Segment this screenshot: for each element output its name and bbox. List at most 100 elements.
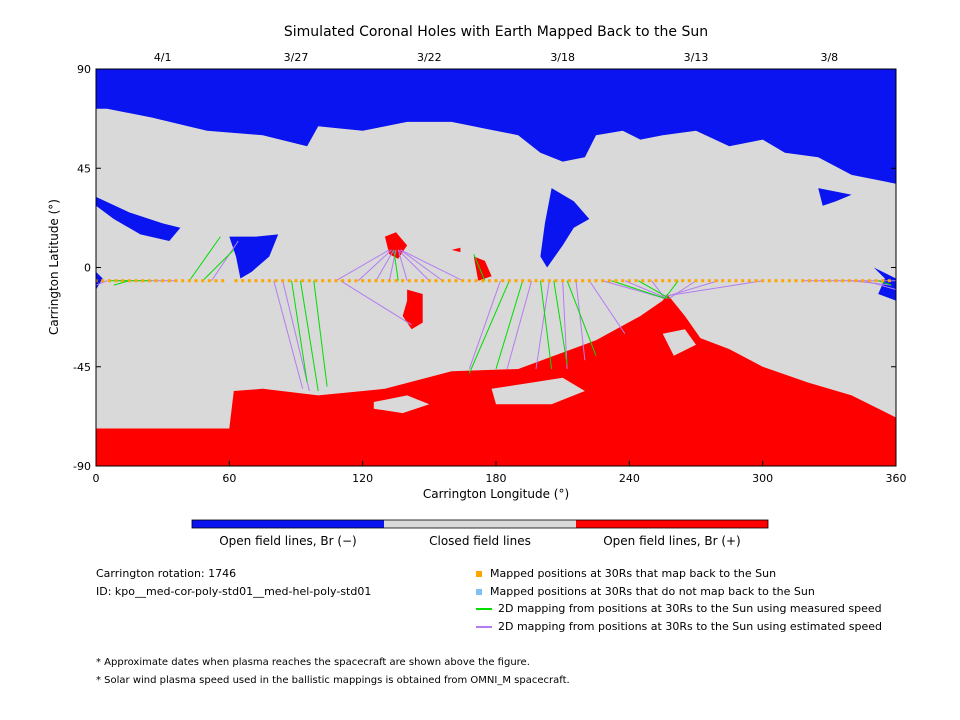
mapped-point-45 <box>401 279 405 283</box>
mapping-measured-15 <box>637 280 670 299</box>
mapped-point-30 <box>301 279 305 283</box>
mapped-point-24 <box>261 279 265 283</box>
mapping-measured-14 <box>611 280 666 299</box>
mapped-point-93 <box>721 279 725 283</box>
region-pos-blob-2 <box>402 289 423 330</box>
mapped-point-74 <box>594 279 598 283</box>
mapped-point-76 <box>607 279 611 283</box>
mapped-point-0 <box>96 279 98 283</box>
mapped-point-34 <box>327 279 331 283</box>
model-id: ID: kpo__med-cor-poly-std01__med-hel-pol… <box>96 585 372 598</box>
mapped-point-90 <box>701 279 705 283</box>
mapped-point-4 <box>121 279 125 283</box>
mapped-point-72 <box>581 279 585 283</box>
x-tick-label-3: 180 <box>486 472 507 485</box>
mapped-point-112 <box>847 279 851 283</box>
mapped-point-81 <box>641 279 645 283</box>
x-tick-label-0: 0 <box>93 472 100 485</box>
mapping-measured-13 <box>566 280 597 356</box>
mapped-point-43 <box>387 279 391 283</box>
colorbar-neg-label: Open field lines, Br (−) <box>219 534 357 548</box>
mapped-point-32 <box>314 279 318 283</box>
mapped-point-79 <box>627 279 631 283</box>
mapping-measured-3 <box>202 249 235 282</box>
mapping-estimated-12 <box>400 249 463 282</box>
footnote-dates: * Approximate dates when plasma reaches … <box>96 657 530 668</box>
mapped-point-65 <box>534 279 538 283</box>
mapping-estimated-24 <box>666 280 719 297</box>
mapped-point-55 <box>467 279 471 283</box>
mapping-estimated-22 <box>651 280 666 299</box>
y-axis-label: Carrington Latitude (°) <box>47 199 61 335</box>
y-tick-label-2: 0 <box>84 262 91 275</box>
mapped-point-22 <box>247 279 251 283</box>
region-north-neg-lobe3 <box>540 188 590 268</box>
mapped-point-66 <box>541 279 545 283</box>
mapping-estimated-15 <box>506 280 533 370</box>
region-closed-island-1 <box>373 395 430 414</box>
region-north-neg-lobe1 <box>96 196 181 241</box>
legend-map-back: Mapped positions at 30Rs that map back t… <box>476 567 776 580</box>
plot-area <box>95 68 897 467</box>
mapped-point-108 <box>821 279 825 283</box>
mapped-point-3 <box>114 279 118 283</box>
mapped-point-16 <box>201 279 205 283</box>
mapped-point-25 <box>267 279 271 283</box>
x-axis-label: Carrington Longitude (°) <box>423 487 569 501</box>
colorbar-pos-label: Open field lines, Br (+) <box>603 534 741 548</box>
region-west-neg-limb <box>96 271 103 290</box>
mapped-point-94 <box>727 279 731 283</box>
mapped-point-46 <box>407 279 411 283</box>
mapped-point-103 <box>787 279 791 283</box>
mapped-point-111 <box>841 279 845 283</box>
mapped-point-23 <box>254 279 258 283</box>
mapped-point-97 <box>747 279 751 283</box>
mapped-point-14 <box>187 279 191 283</box>
mapped-point-6 <box>134 279 138 283</box>
mapped-point-44 <box>394 279 398 283</box>
mapped-point-88 <box>687 279 691 283</box>
mapping-measured-16 <box>664 280 679 299</box>
mapped-point-50 <box>434 279 438 283</box>
mapped-point-98 <box>754 279 758 283</box>
footnote-speed: * Solar wind plasma speed used in the ba… <box>96 675 570 686</box>
mapped-point-36 <box>341 279 345 283</box>
mapping-measured-4 <box>291 280 308 383</box>
mapping-measured-11 <box>539 280 553 370</box>
mapped-point-102 <box>781 279 785 283</box>
mapped-point-29 <box>294 279 298 283</box>
date-tick-label-2: 3/22 <box>417 51 442 64</box>
mapped-point-107 <box>814 279 818 283</box>
region-closed-island-2 <box>491 377 585 405</box>
mapped-point-59 <box>494 279 498 283</box>
mapped-point-69 <box>561 279 565 283</box>
mapped-point-9 <box>154 279 158 283</box>
mapped-point-51 <box>441 279 445 283</box>
mapped-point-13 <box>181 279 185 283</box>
legend-no-map-back-label: Mapped positions at 30Rs that do not map… <box>490 585 815 598</box>
mapped-point-42 <box>381 279 385 283</box>
mapped-point-110 <box>834 279 838 283</box>
mapped-point-26 <box>274 279 278 283</box>
x-tick-label-5: 300 <box>752 472 773 485</box>
mapping-measured-17 <box>878 280 892 286</box>
mapped-point-18 <box>214 279 218 283</box>
colorbar-pos <box>576 520 768 528</box>
y-tick-label-0: -90 <box>73 460 91 473</box>
mapped-point-28 <box>287 279 291 283</box>
mapped-point-83 <box>654 279 658 283</box>
mapped-point-92 <box>714 279 718 283</box>
y-tick-label-3: 45 <box>77 162 91 175</box>
mapped-point-58 <box>487 279 491 283</box>
mapped-point-27 <box>281 279 285 283</box>
field-regions <box>96 69 896 466</box>
mapped-point-17 <box>207 279 211 283</box>
colorbar-closed-label: Closed field lines <box>429 534 531 548</box>
region-north-open-neg <box>96 69 896 184</box>
mapping-measured-9 <box>468 280 510 374</box>
mapping-measured-8 <box>473 254 486 281</box>
y-tick-label-4: 90 <box>77 63 91 76</box>
date-tick-label-0: 4/1 <box>154 51 172 64</box>
region-pos-blob-4 <box>451 247 461 253</box>
